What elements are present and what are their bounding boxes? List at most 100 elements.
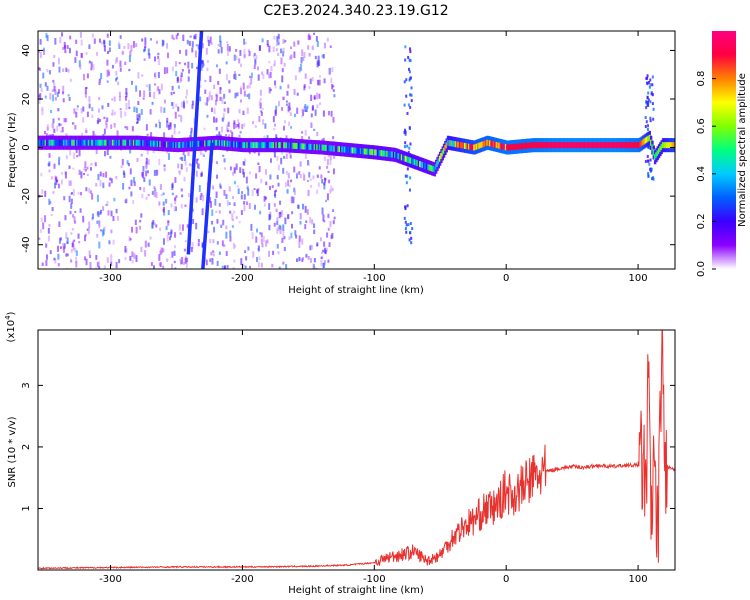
noise-speckle (115, 77, 118, 82)
noise-speckle (77, 191, 80, 195)
ridge-core (324, 144, 327, 151)
ridge-core (545, 142, 549, 149)
noise-speckle (98, 79, 101, 85)
ridge-core (226, 140, 229, 147)
ridge-core (353, 147, 356, 154)
noise-speckle (259, 210, 262, 215)
noise-speckle (245, 176, 248, 184)
ridge-core (163, 141, 166, 148)
ridge-core (594, 142, 597, 149)
noise-speckle (211, 220, 214, 225)
colorbar-tick-label: 0.6 (696, 118, 707, 134)
colorbar: 0.00.20.40.60.8 Normalized spectral ampl… (696, 31, 748, 277)
ridge-core (349, 147, 352, 154)
burst-mark (407, 223, 410, 227)
noise-speckle (229, 210, 232, 214)
noise-speckle (148, 91, 151, 98)
ridge-core (413, 159, 417, 166)
noise-speckle (76, 108, 79, 111)
noise-speckle (262, 73, 265, 80)
noise-speckle (291, 211, 294, 215)
ridge-core (516, 143, 520, 150)
noise-speckle (98, 225, 101, 229)
burst-mark (404, 220, 407, 224)
noise-speckle (49, 250, 52, 255)
noise-speckle (92, 130, 95, 137)
noise-speckle (155, 191, 158, 198)
noise-speckle (185, 89, 188, 96)
noise-speckle (188, 69, 191, 74)
ridge-core (123, 139, 127, 146)
noise-speckle (202, 152, 205, 157)
noise-speckle (102, 173, 105, 178)
noise-speckle (54, 97, 57, 101)
noise-speckle (233, 167, 236, 174)
noise-speckle (167, 232, 170, 236)
noise-speckle (57, 263, 60, 267)
burst-mark (404, 205, 407, 209)
burst-mark (652, 117, 655, 121)
ridge-core (113, 139, 116, 146)
noise-speckle (124, 256, 127, 261)
noise-speckle (69, 35, 72, 40)
noise-speckle (191, 104, 194, 110)
ridge-core (566, 142, 570, 149)
ridge-core (424, 163, 427, 170)
burst-mark (409, 105, 412, 109)
noise-speckle (98, 108, 101, 113)
noise-speckle (98, 241, 101, 249)
ridge-core (214, 139, 218, 146)
noise-speckle (243, 205, 246, 212)
noise-speckle (142, 97, 145, 100)
noise-speckle (101, 229, 104, 237)
noise-speckle (279, 200, 282, 205)
noise-speckle (162, 265, 165, 269)
burst-mark (645, 120, 648, 124)
ridge-core (490, 140, 493, 147)
noise-speckle (210, 251, 213, 256)
noise-speckle (111, 98, 114, 101)
ridge-core (245, 142, 248, 149)
ridge-core (543, 142, 546, 149)
noise-speckle (262, 119, 265, 125)
noise-speckle (143, 177, 146, 182)
burst-mark (648, 162, 651, 166)
noise-speckle (57, 117, 60, 121)
ridge-core (652, 149, 655, 156)
noise-speckle (75, 111, 78, 118)
noise-speckle (304, 152, 307, 159)
noise-speckle (53, 82, 56, 86)
ridge-core (40, 139, 44, 146)
ridge-core (321, 144, 324, 151)
noise-speckle (221, 97, 224, 104)
ridge-core (560, 142, 563, 149)
ridge-core (82, 139, 86, 146)
snr-panel: -300 -200 -100 0 100 123 Height of straight … (4, 311, 676, 596)
ridge-core (140, 139, 144, 146)
noise-speckle (162, 238, 165, 245)
ridge-core (223, 140, 227, 147)
noise-speckle (174, 206, 177, 212)
noise-speckle (213, 84, 216, 90)
noise-speckle (145, 163, 148, 170)
ridge-core (92, 139, 95, 146)
noise-speckle (195, 197, 198, 203)
noise-speckle (131, 126, 134, 132)
noise-speckle (210, 95, 213, 101)
noise-speckle (298, 171, 301, 175)
noise-speckle (317, 55, 320, 62)
noise-speckle (171, 66, 174, 72)
noise-speckle (316, 189, 319, 194)
noise-speckle (329, 45, 332, 48)
y-tick-label: 0 (21, 144, 32, 150)
noise-speckle (165, 198, 168, 204)
noise-speckle (223, 190, 226, 196)
ridge-core (613, 142, 616, 149)
noise-speckle (173, 206, 176, 212)
noise-speckle (167, 220, 170, 226)
noise-speckle (266, 239, 269, 244)
noise-speckle (120, 110, 123, 118)
noise-speckle (329, 155, 332, 161)
colorbar-tick-label: 0.2 (696, 213, 707, 229)
noise-speckle (86, 166, 89, 170)
